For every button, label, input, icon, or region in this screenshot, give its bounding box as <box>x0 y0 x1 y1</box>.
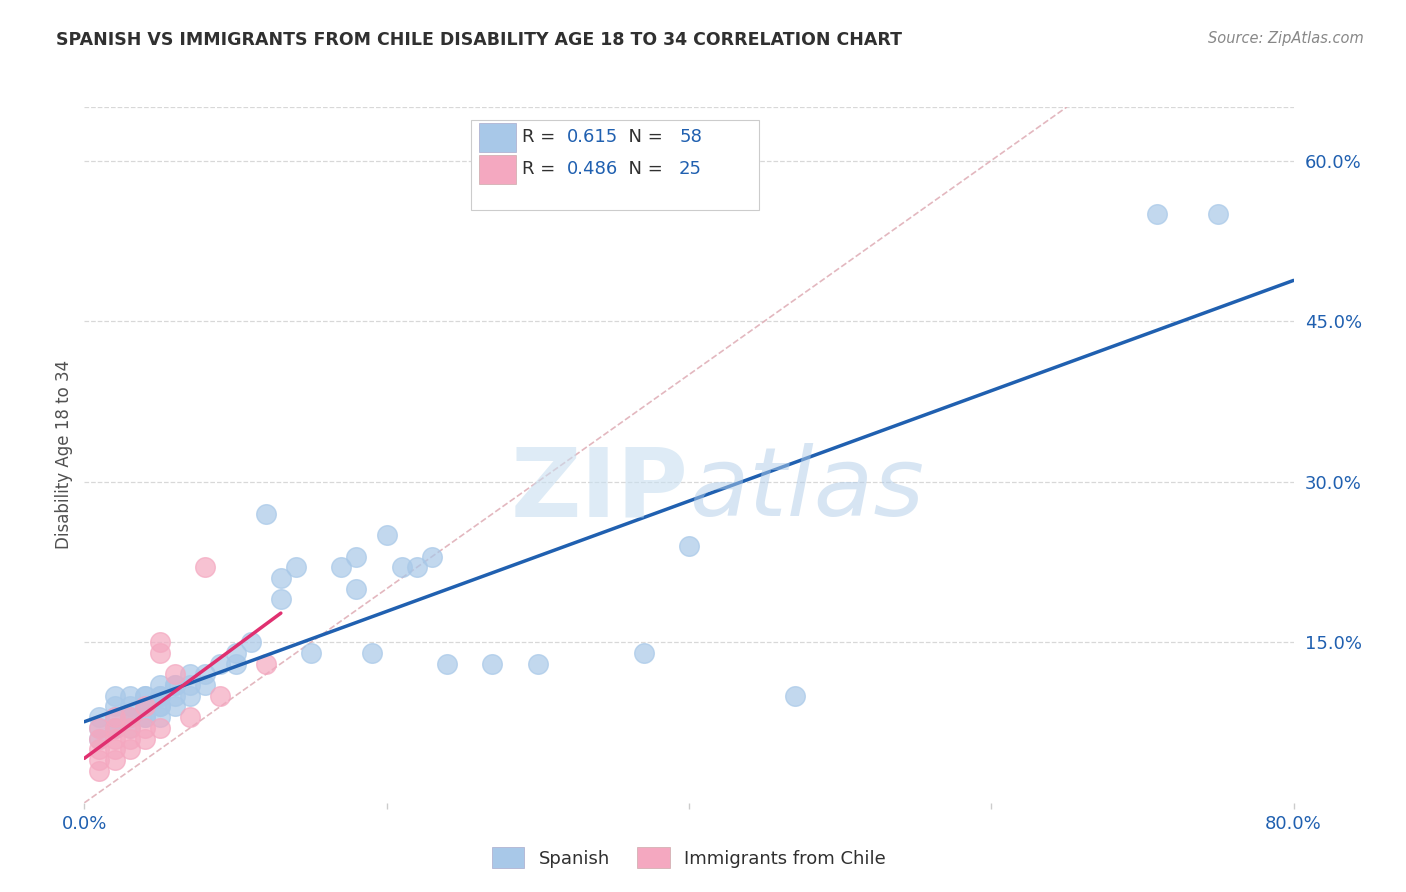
Point <box>527 657 550 671</box>
Point <box>134 699 156 714</box>
Point <box>149 699 172 714</box>
Point <box>783 689 806 703</box>
Point <box>149 710 172 724</box>
Point <box>346 582 368 596</box>
Point <box>420 549 443 564</box>
Point <box>194 678 217 692</box>
Legend: Spanish, Immigrants from Chile: Spanish, Immigrants from Chile <box>482 838 896 877</box>
Point <box>89 742 111 756</box>
Point <box>89 731 111 746</box>
Point <box>165 689 187 703</box>
Point <box>118 742 141 756</box>
Point <box>134 699 156 714</box>
Point <box>118 721 141 735</box>
Point <box>179 667 201 681</box>
Point <box>678 539 700 553</box>
Text: Source: ZipAtlas.com: Source: ZipAtlas.com <box>1208 31 1364 46</box>
Point <box>165 699 187 714</box>
Point <box>89 710 111 724</box>
Point <box>330 560 353 574</box>
Text: 0.486: 0.486 <box>567 161 617 178</box>
Point <box>149 699 172 714</box>
Point <box>149 689 172 703</box>
Y-axis label: Disability Age 18 to 34: Disability Age 18 to 34 <box>55 360 73 549</box>
Point <box>134 721 156 735</box>
Point <box>194 667 217 681</box>
Point <box>118 731 141 746</box>
Point <box>179 689 201 703</box>
Point <box>118 689 141 703</box>
Point <box>118 699 141 714</box>
Point <box>104 742 127 756</box>
Point <box>134 710 156 724</box>
Point <box>134 731 156 746</box>
Point <box>104 731 127 746</box>
Point <box>165 667 187 681</box>
Point <box>225 646 247 660</box>
Point <box>481 657 503 671</box>
Point <box>194 560 217 574</box>
Point <box>346 549 368 564</box>
Point <box>134 710 156 724</box>
Point <box>179 678 201 692</box>
Point <box>149 689 172 703</box>
Point <box>104 721 127 735</box>
Text: R =: R = <box>522 128 561 146</box>
Point <box>1146 207 1168 221</box>
Text: N =: N = <box>617 161 669 178</box>
Point <box>89 753 111 767</box>
Point <box>118 710 141 724</box>
Point <box>436 657 458 671</box>
Point <box>285 560 308 574</box>
Text: atlas: atlas <box>689 443 924 536</box>
Point <box>209 657 232 671</box>
Point <box>165 678 187 692</box>
Point <box>104 721 127 735</box>
Point <box>104 689 127 703</box>
Point <box>179 710 201 724</box>
Point <box>118 710 141 724</box>
Point <box>89 731 111 746</box>
Text: 58: 58 <box>679 128 702 146</box>
Point <box>1206 207 1229 221</box>
Point <box>391 560 413 574</box>
Point <box>104 753 127 767</box>
Point <box>209 689 232 703</box>
Point <box>406 560 429 574</box>
Point <box>89 721 111 735</box>
Point <box>134 689 156 703</box>
Point <box>375 528 398 542</box>
Point <box>134 689 156 703</box>
Point <box>360 646 382 660</box>
Point <box>134 699 156 714</box>
Point <box>118 721 141 735</box>
Point <box>299 646 322 660</box>
Text: 25: 25 <box>679 161 702 178</box>
Point <box>104 699 127 714</box>
Point <box>118 710 141 724</box>
Point <box>225 657 247 671</box>
Point <box>239 635 262 649</box>
Point <box>254 507 277 521</box>
Text: N =: N = <box>617 128 669 146</box>
Point <box>104 710 127 724</box>
Point <box>165 678 187 692</box>
Point <box>89 764 111 778</box>
Point <box>149 721 172 735</box>
Point <box>270 592 292 607</box>
Point <box>89 721 111 735</box>
Point <box>149 678 172 692</box>
Text: ZIP: ZIP <box>510 443 689 536</box>
Text: SPANISH VS IMMIGRANTS FROM CHILE DISABILITY AGE 18 TO 34 CORRELATION CHART: SPANISH VS IMMIGRANTS FROM CHILE DISABIL… <box>56 31 903 49</box>
Point <box>104 721 127 735</box>
Point <box>270 571 292 585</box>
Point <box>149 646 172 660</box>
Point <box>149 635 172 649</box>
Text: R =: R = <box>522 161 561 178</box>
Point <box>254 657 277 671</box>
Text: 0.615: 0.615 <box>567 128 617 146</box>
Point <box>633 646 655 660</box>
Point <box>104 710 127 724</box>
